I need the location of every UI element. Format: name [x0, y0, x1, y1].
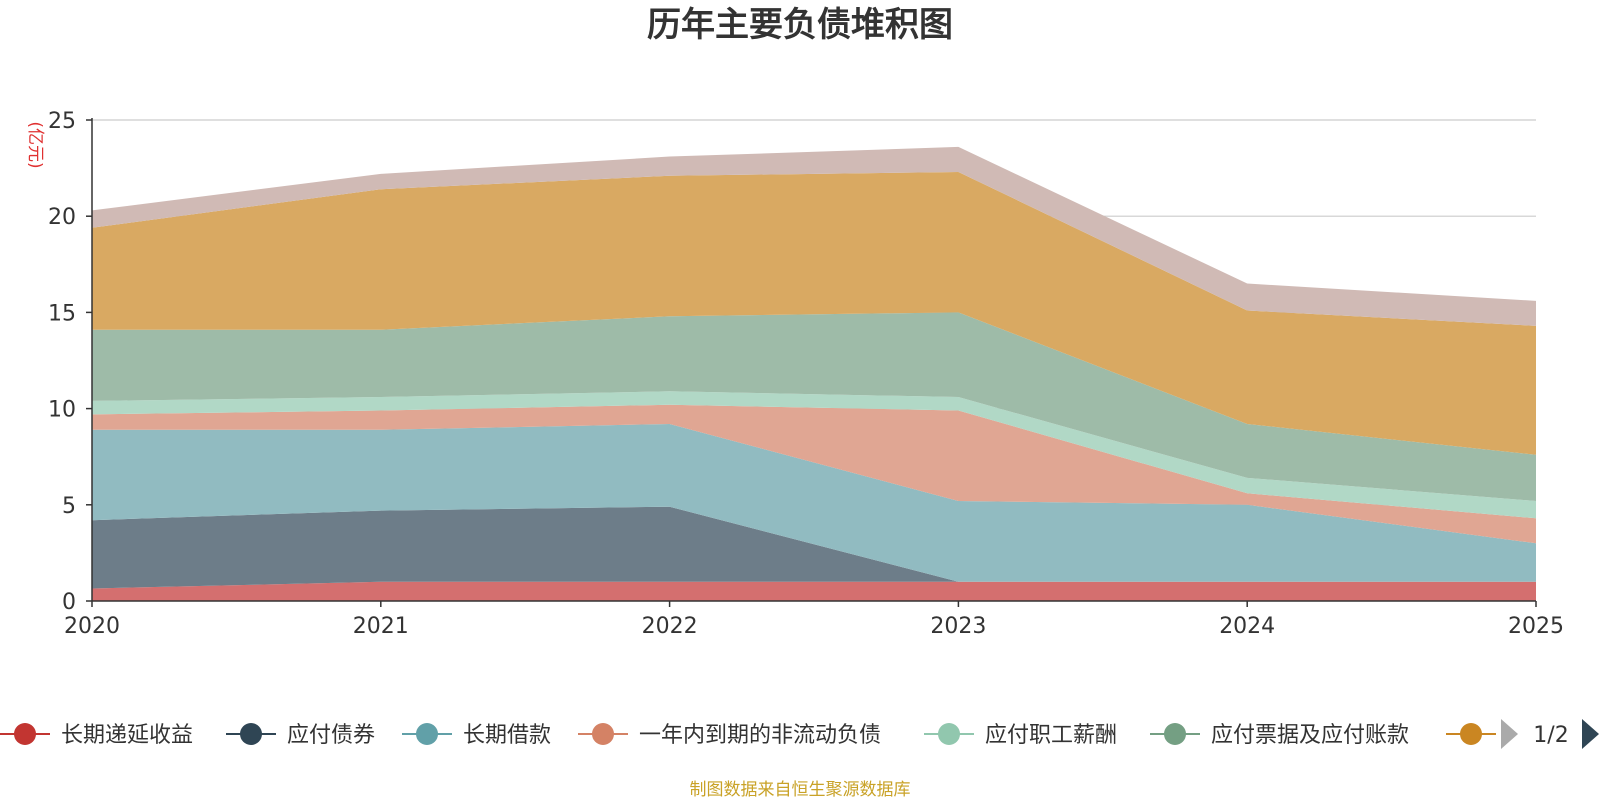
x-tick-label: 2021: [353, 614, 409, 639]
legend-marker-icon: [938, 723, 960, 745]
y-tick-label: 25: [48, 109, 76, 134]
area-series-3: [92, 404, 1536, 544]
legend-page-indicator: 1/2: [1533, 723, 1568, 748]
y-axis-unit: (亿元): [25, 121, 45, 168]
legend-item-4[interactable]: 应付职工薪酬: [924, 723, 1117, 748]
legend-item-3[interactable]: 一年内到期的非流动负债: [578, 723, 881, 748]
legend-item-2[interactable]: 长期借款: [402, 723, 551, 748]
legend-label: 应付债券: [287, 723, 375, 748]
chart-title: 历年主要负债堆积图: [647, 5, 953, 45]
legend-label: 一年内到期的非流动负债: [639, 723, 881, 748]
series-areas: [92, 146, 1536, 601]
legend-label: 应付职工薪酬: [985, 723, 1117, 748]
legend-label: 应付票据及应付账款: [1211, 723, 1409, 748]
legend-marker-icon: [240, 723, 262, 745]
area-series-7: [92, 146, 1536, 326]
legend-item-0[interactable]: 长期递延收益: [0, 723, 193, 748]
legend-marker-icon: [416, 723, 438, 745]
legend-marker-icon: [1460, 723, 1482, 745]
y-tick-label: 15: [48, 301, 76, 326]
x-tick-label: 2022: [642, 614, 698, 639]
area-series-4: [92, 391, 1536, 519]
legend-item-5[interactable]: 应付票据及应付账款: [1150, 723, 1409, 748]
x-tick-label: 2020: [64, 614, 120, 639]
legend-item-1[interactable]: 应付债券: [226, 723, 375, 748]
legend: 长期递延收益 应付债券 长期借款 一年内到期的非流动负债 应付职工薪酬 应付票据及应付账款…: [0, 719, 1599, 749]
legend-prev-page-icon[interactable]: [1501, 719, 1518, 749]
x-tick-label: 2023: [930, 614, 986, 639]
x-tick-label: 2024: [1219, 614, 1275, 639]
y-tick-label: 10: [48, 398, 76, 423]
area-series-2: [92, 423, 1536, 582]
y-tick-label: 5: [62, 494, 76, 519]
legend-marker-icon: [592, 723, 614, 745]
legend-marker-icon: [1164, 723, 1186, 745]
y-tick-label: 0: [62, 590, 76, 615]
area-series-1: [92, 506, 1536, 589]
data-source-note: 制图数据来自恒生聚源数据库: [690, 780, 911, 800]
legend-label: 长期借款: [463, 723, 551, 748]
y-tick-label: 20: [48, 205, 76, 230]
legend-label: 长期递延收益: [61, 723, 193, 748]
legend-next-page-icon[interactable]: [1582, 719, 1599, 749]
legend-marker-icon: [14, 723, 36, 745]
legend-item-6[interactable]: [1446, 723, 1496, 745]
area-series-5: [92, 312, 1536, 501]
x-tick-label: 2025: [1508, 614, 1564, 639]
area-series-0: [92, 581, 1536, 601]
area-series-6: [92, 171, 1536, 455]
